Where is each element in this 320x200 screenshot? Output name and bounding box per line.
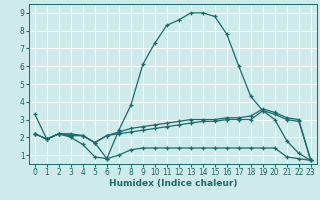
- X-axis label: Humidex (Indice chaleur): Humidex (Indice chaleur): [108, 179, 237, 188]
